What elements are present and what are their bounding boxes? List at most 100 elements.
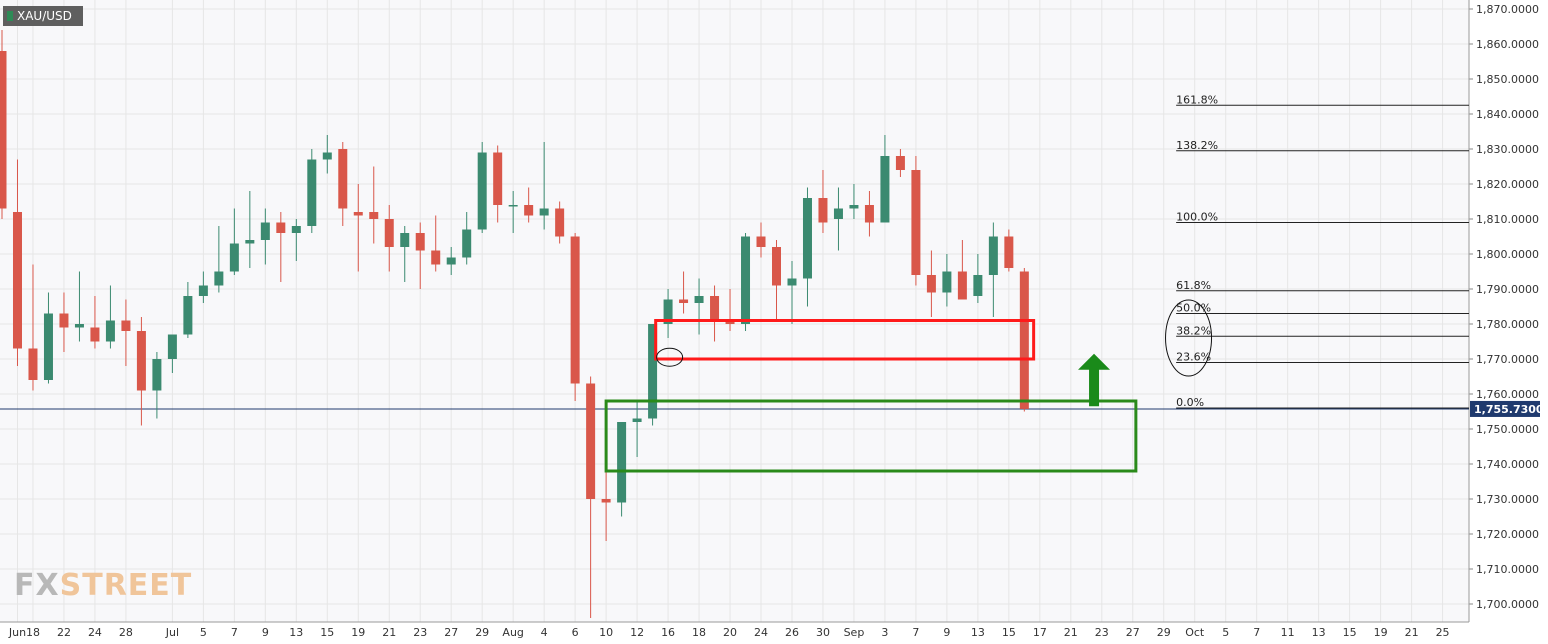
candle-body (694, 296, 704, 303)
x-tick-label: 10 (599, 626, 613, 639)
x-tick-label: 24 (754, 626, 768, 639)
candle-body (741, 236, 751, 324)
candle-body (849, 205, 859, 209)
candle-body (1019, 271, 1029, 409)
x-tick-label: 15 (1002, 626, 1016, 639)
candle-body (957, 271, 967, 300)
candle-body (756, 236, 766, 247)
y-tick-label: 1,830.0000 (1476, 143, 1539, 156)
fib-level-label: 138.2% (1176, 139, 1218, 152)
candle-body (570, 236, 580, 384)
x-tick-label: 20 (723, 626, 737, 639)
x-tick-label: 24 (88, 626, 102, 639)
candle-body (926, 275, 936, 293)
x-tick-label: 27 (444, 626, 458, 639)
x-tick-label: 27 (1126, 626, 1140, 639)
candle-body (0, 51, 7, 209)
candle-body (183, 296, 193, 335)
x-tick-label: 12 (630, 626, 644, 639)
candle-body (710, 296, 720, 321)
x-tick-label: 22 (57, 626, 71, 639)
symbol-color-marker (7, 11, 13, 21)
fib-level-label: 61.8% (1176, 279, 1211, 292)
y-tick-label: 1,820.0000 (1476, 178, 1539, 191)
fib-level-label: 100.0% (1176, 211, 1218, 224)
x-tick-label: 19 (351, 626, 365, 639)
x-tick-label: 5 (1222, 626, 1229, 639)
candle-body (988, 236, 998, 275)
y-tick-label: 1,770.0000 (1476, 353, 1539, 366)
candle-body (679, 299, 689, 303)
x-tick-label: 15 (1343, 626, 1357, 639)
candle-body (725, 320, 735, 324)
fxstreet-watermark: FXSTREET (14, 568, 192, 603)
candle-body (973, 275, 983, 296)
candle-body (586, 383, 596, 499)
fib-level-label: 23.6% (1176, 351, 1211, 364)
x-tick-label: 16 (661, 626, 675, 639)
current-price-label: 1,755.7300 (1474, 403, 1544, 416)
candle-body (322, 152, 332, 160)
candle-body (431, 250, 441, 265)
candle-body (493, 152, 503, 205)
candle-body (105, 320, 115, 342)
up-arrow-shaft (1089, 367, 1100, 407)
candle-body (601, 499, 611, 503)
x-tick-label: 18 (26, 626, 40, 639)
fib-level-label: 38.2% (1176, 324, 1211, 337)
candle-body (539, 208, 549, 216)
x-tick-label: 30 (816, 626, 830, 639)
x-tick-label: Sep (844, 626, 865, 639)
x-tick-label: 29 (1157, 626, 1171, 639)
x-tick-label: 21 (1405, 626, 1419, 639)
resistance-zone-box (654, 319, 1036, 361)
candle-body (369, 212, 379, 219)
symbol-label: XAU/USD (17, 9, 72, 23)
y-tick-label: 1,790.0000 (1476, 283, 1539, 296)
candle-body (74, 324, 84, 328)
y-tick-label: 1,740.0000 (1476, 458, 1539, 471)
x-tick-label: 13 (1312, 626, 1326, 639)
candle-body (198, 285, 208, 296)
y-tick-label: 1,710.0000 (1476, 563, 1539, 576)
candle-body (167, 334, 177, 359)
x-tick-label: 7 (912, 626, 919, 639)
candle-body (833, 208, 843, 219)
candle-body (90, 327, 100, 342)
x-tick-label: 23 (413, 626, 427, 639)
candle-body (787, 278, 797, 286)
candle-body (895, 156, 905, 170)
y-tick-label: 1,700.0000 (1476, 598, 1539, 611)
candle-body (400, 233, 410, 247)
candle-body (911, 170, 921, 275)
watermark-fx: FX (14, 568, 60, 603)
candle-body (338, 149, 348, 209)
candle-body (446, 257, 456, 265)
candle-body (415, 233, 425, 251)
candle-body (1004, 236, 1014, 268)
candle-body (245, 240, 255, 244)
x-tick-label: 7 (231, 626, 238, 639)
y-tick-label: 1,870.0000 (1476, 3, 1539, 16)
y-tick-label: 1,860.0000 (1476, 38, 1539, 51)
x-tick-label: 9 (262, 626, 269, 639)
x-tick-label: 11 (1281, 626, 1295, 639)
x-tick-label: 21 (1064, 626, 1078, 639)
candle-body (353, 212, 363, 216)
x-tick-label: 3 (881, 626, 888, 639)
x-tick-label: 21 (382, 626, 396, 639)
y-tick-label: 1,800.0000 (1476, 248, 1539, 261)
candle-body (617, 422, 627, 503)
fib-level-label: 161.8% (1176, 93, 1218, 106)
candle-body (864, 205, 874, 223)
candle-body (477, 152, 487, 230)
candle-body (508, 205, 518, 207)
candle-body (121, 320, 131, 331)
y-tick-label: 1,760.0000 (1476, 388, 1539, 401)
x-tick-label: 9 (943, 626, 950, 639)
x-tick-label: 28 (119, 626, 133, 639)
y-tick-label: 1,810.0000 (1476, 213, 1539, 226)
x-tick-label: 7 (1253, 626, 1260, 639)
candle-body (384, 219, 394, 247)
